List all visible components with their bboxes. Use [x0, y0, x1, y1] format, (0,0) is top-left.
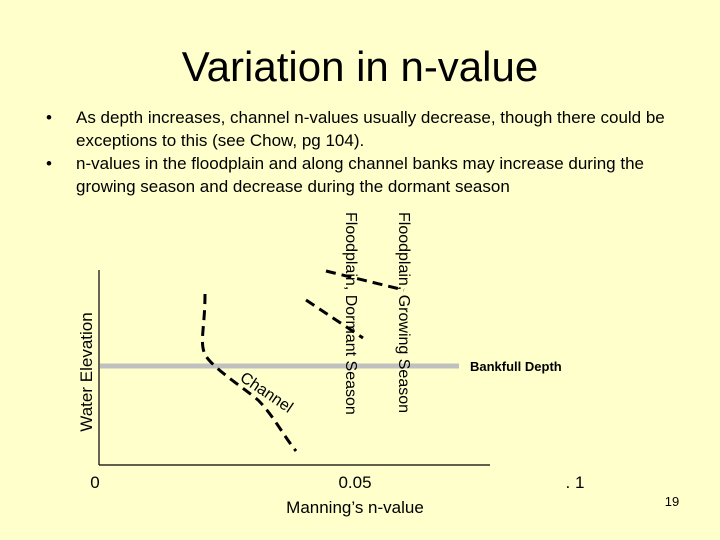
- channel-curve: [200, 293, 298, 452]
- bullet-text: As depth increases, channel n-values usu…: [76, 108, 665, 150]
- bullet-marker: •: [46, 154, 52, 173]
- x-axis-label: Manning’s n-value: [286, 498, 424, 517]
- floodplain-dormant-label: Floodplain, Dormant Season: [342, 212, 359, 415]
- channel-label: Channel: [237, 369, 296, 416]
- bullet-item: • As depth increases, channel n-values u…: [46, 106, 686, 152]
- slide-title: Variation in n-value: [181, 43, 539, 90]
- bullet-text: n-values in the floodplain and along cha…: [76, 154, 644, 196]
- x-tick-label: 0.05: [338, 473, 371, 492]
- floodplain-dormant-curve: [305, 298, 364, 340]
- floodplain-growing-label: Floodplain, Growing Season: [395, 212, 412, 413]
- bullet-item: • n-values in the floodplain and along c…: [46, 152, 686, 198]
- x-tick-label: 0: [90, 473, 99, 492]
- x-tick-label: . 1: [566, 473, 585, 492]
- floodplain-growing-curve: [325, 269, 405, 292]
- page-number: 19: [664, 494, 680, 509]
- bullet-list: • As depth increases, channel n-values u…: [46, 106, 686, 198]
- y-axis-label: Water Elevation: [77, 312, 96, 431]
- bankfull-label: Bankfull Depth: [470, 359, 562, 374]
- bullet-marker: •: [46, 108, 52, 127]
